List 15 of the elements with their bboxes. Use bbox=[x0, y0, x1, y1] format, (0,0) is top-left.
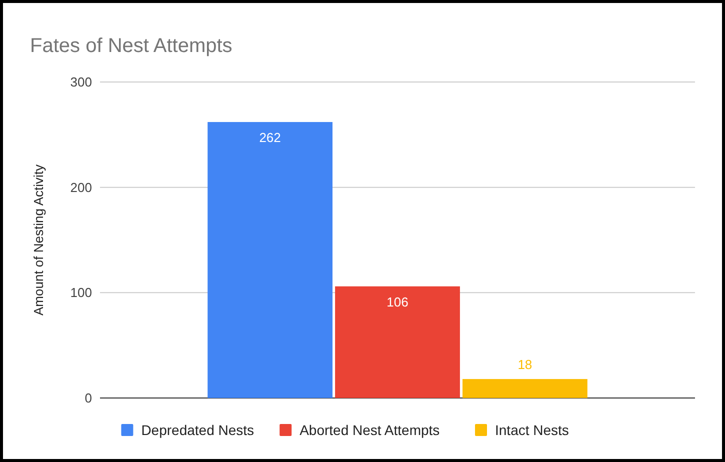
bar bbox=[335, 286, 460, 398]
y-tick-label: 200 bbox=[70, 180, 92, 195]
legend-label: Depredated Nests bbox=[141, 422, 254, 438]
legend-label: Aborted Nest Attempts bbox=[300, 422, 440, 438]
bar bbox=[462, 379, 588, 398]
bar bbox=[208, 122, 332, 398]
y-tick-label: 300 bbox=[70, 74, 92, 90]
legend-label: Intact Nests bbox=[495, 422, 569, 438]
chart-title: Fates of Nest Attempts bbox=[30, 35, 232, 57]
data-label: 18 bbox=[518, 357, 532, 372]
y-tick-label: 0 bbox=[84, 390, 92, 406]
y-tick-label: 100 bbox=[70, 285, 92, 300]
data-label: 262 bbox=[259, 130, 281, 146]
y-axis-title: Amount of Nesting Activity bbox=[31, 164, 46, 316]
data-label: 106 bbox=[386, 294, 408, 310]
